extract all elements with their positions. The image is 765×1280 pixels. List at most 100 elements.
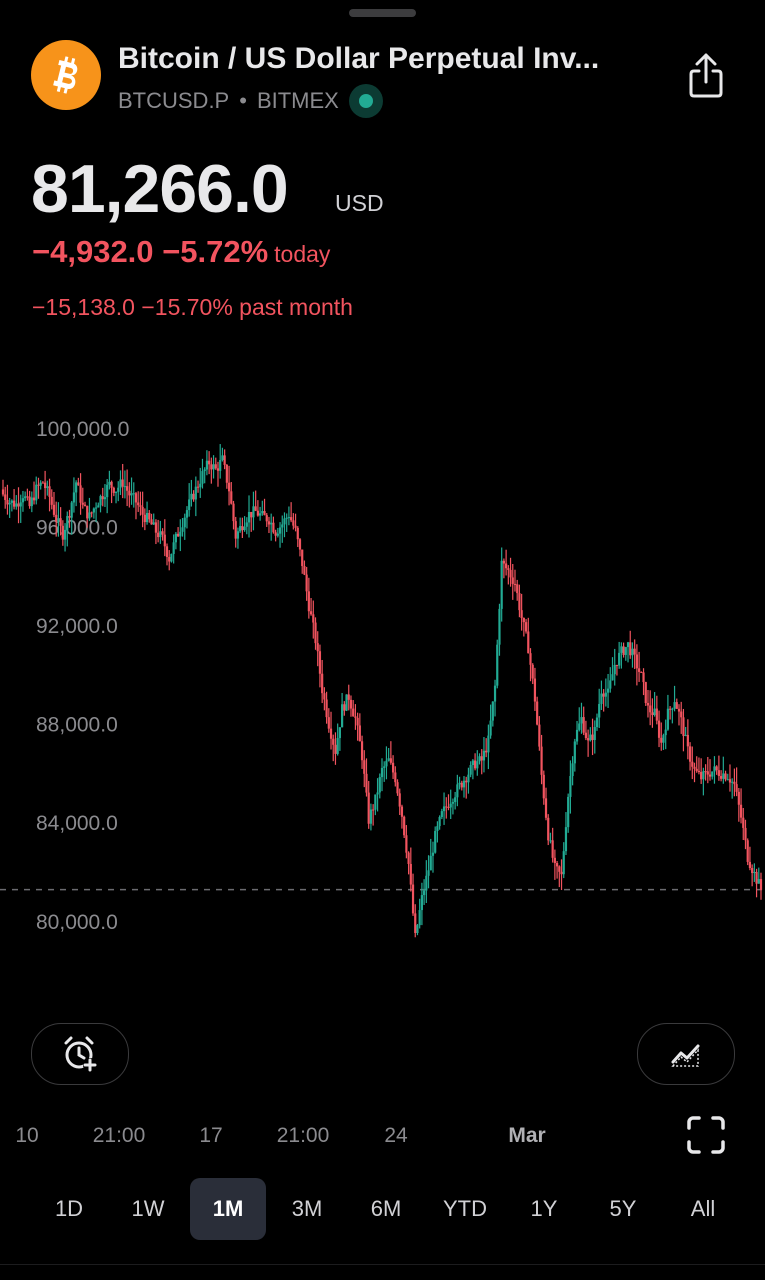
candle-body (223, 455, 226, 465)
candle-body (635, 654, 638, 669)
sheet-grabber[interactable] (349, 9, 416, 17)
y-tick-label: 88,000.0 (36, 714, 118, 737)
candle-body (17, 503, 20, 507)
candle-body (103, 497, 107, 500)
candle-body (454, 797, 457, 803)
candle-body (126, 486, 129, 491)
candle-body (708, 774, 712, 777)
candle-body (549, 840, 552, 842)
range-1y[interactable]: 1Y (530, 1196, 558, 1221)
y-tick-label: 92,000.0 (36, 615, 118, 638)
candle-body (622, 646, 625, 655)
range-all[interactable]: All (690, 1196, 716, 1221)
candle-body (294, 525, 297, 528)
range-ytd[interactable]: YTD (443, 1196, 487, 1221)
candle-body (61, 525, 64, 540)
candle-body (188, 499, 191, 511)
range-6m[interactable]: 6M (370, 1196, 402, 1221)
range-3m[interactable]: 3M (291, 1196, 323, 1221)
candle-body (159, 531, 162, 538)
candle-body (347, 694, 350, 700)
candle-body (516, 584, 519, 594)
candle-body (81, 502, 84, 505)
range-1m[interactable]: 1M (190, 1178, 266, 1240)
candle-body (24, 496, 27, 499)
candle-body (567, 796, 570, 828)
candle-body (400, 806, 404, 817)
candle-body (618, 652, 621, 666)
candle-body (305, 574, 308, 592)
candle-body (558, 866, 561, 872)
candle-body (343, 704, 346, 711)
candle-body (748, 861, 752, 868)
candle-body (37, 484, 40, 486)
candle-body (491, 701, 494, 721)
share-button[interactable] (686, 52, 726, 100)
candle-body (303, 566, 306, 575)
candle-body (254, 506, 257, 511)
candle-body (493, 685, 497, 702)
candle-body (613, 664, 616, 675)
fullscreen-button[interactable] (686, 1115, 726, 1155)
candle-body (569, 776, 572, 797)
price-chart[interactable]: 100,000.0 96,000.0 92,000.0 88,000.0 84,000.… (0, 400, 765, 1000)
candle-body (99, 496, 102, 506)
candle-body (383, 766, 386, 768)
candle-body (480, 756, 483, 761)
symbol-header: Bitcoin / US Dollar Perpetual Inv... BTC… (31, 40, 731, 118)
candle-body (236, 531, 240, 539)
candle-body (4, 494, 7, 500)
candle-body (121, 479, 124, 487)
candle-body (662, 735, 665, 743)
candle-body (261, 511, 264, 514)
candle-body (385, 760, 388, 767)
candle-body (604, 692, 607, 697)
candle-body (179, 531, 182, 537)
candle-body (92, 508, 95, 513)
candle-body (212, 464, 215, 470)
candle-body (376, 792, 379, 795)
candle-body (600, 693, 603, 704)
candle-body (416, 925, 419, 934)
candle-body (624, 647, 627, 655)
candle-body (684, 734, 687, 736)
candle-body (221, 455, 224, 461)
candle-body (336, 738, 339, 754)
chart-style-button[interactable] (637, 1023, 735, 1085)
candle-body (325, 699, 328, 718)
candle-body (270, 522, 273, 525)
candle-body (396, 782, 399, 794)
daily-change-label: today (274, 241, 331, 267)
range-1w[interactable]: 1W (131, 1196, 165, 1221)
range-1d[interactable]: 1D (54, 1196, 84, 1221)
candle-body (496, 644, 499, 686)
candle-body (458, 782, 461, 785)
candle-body (117, 487, 120, 492)
add-alert-button[interactable] (31, 1023, 129, 1085)
candle-body (573, 741, 576, 764)
candle-body (646, 703, 650, 706)
candle-body (239, 526, 242, 532)
candle-body (440, 811, 443, 818)
candle-body (132, 493, 135, 495)
range-5y[interactable]: 5Y (609, 1196, 637, 1221)
candle-body (252, 506, 255, 518)
candle-body (485, 750, 488, 753)
candle-body (478, 756, 481, 762)
area-chart-icon (671, 1044, 700, 1067)
candle-body (651, 712, 654, 716)
candle-body (316, 643, 319, 652)
candle-body (165, 546, 169, 557)
candle-body (553, 857, 556, 864)
candle-body (449, 803, 452, 808)
candle-body (584, 732, 588, 739)
candle-body (675, 702, 678, 709)
candle-body (686, 734, 689, 747)
candle-body (717, 770, 720, 777)
candle-body (152, 522, 155, 525)
candle-body (278, 527, 282, 534)
candle-body (637, 668, 641, 672)
candle-body (715, 766, 718, 771)
candle-body (657, 720, 661, 738)
candle-body (15, 503, 18, 507)
